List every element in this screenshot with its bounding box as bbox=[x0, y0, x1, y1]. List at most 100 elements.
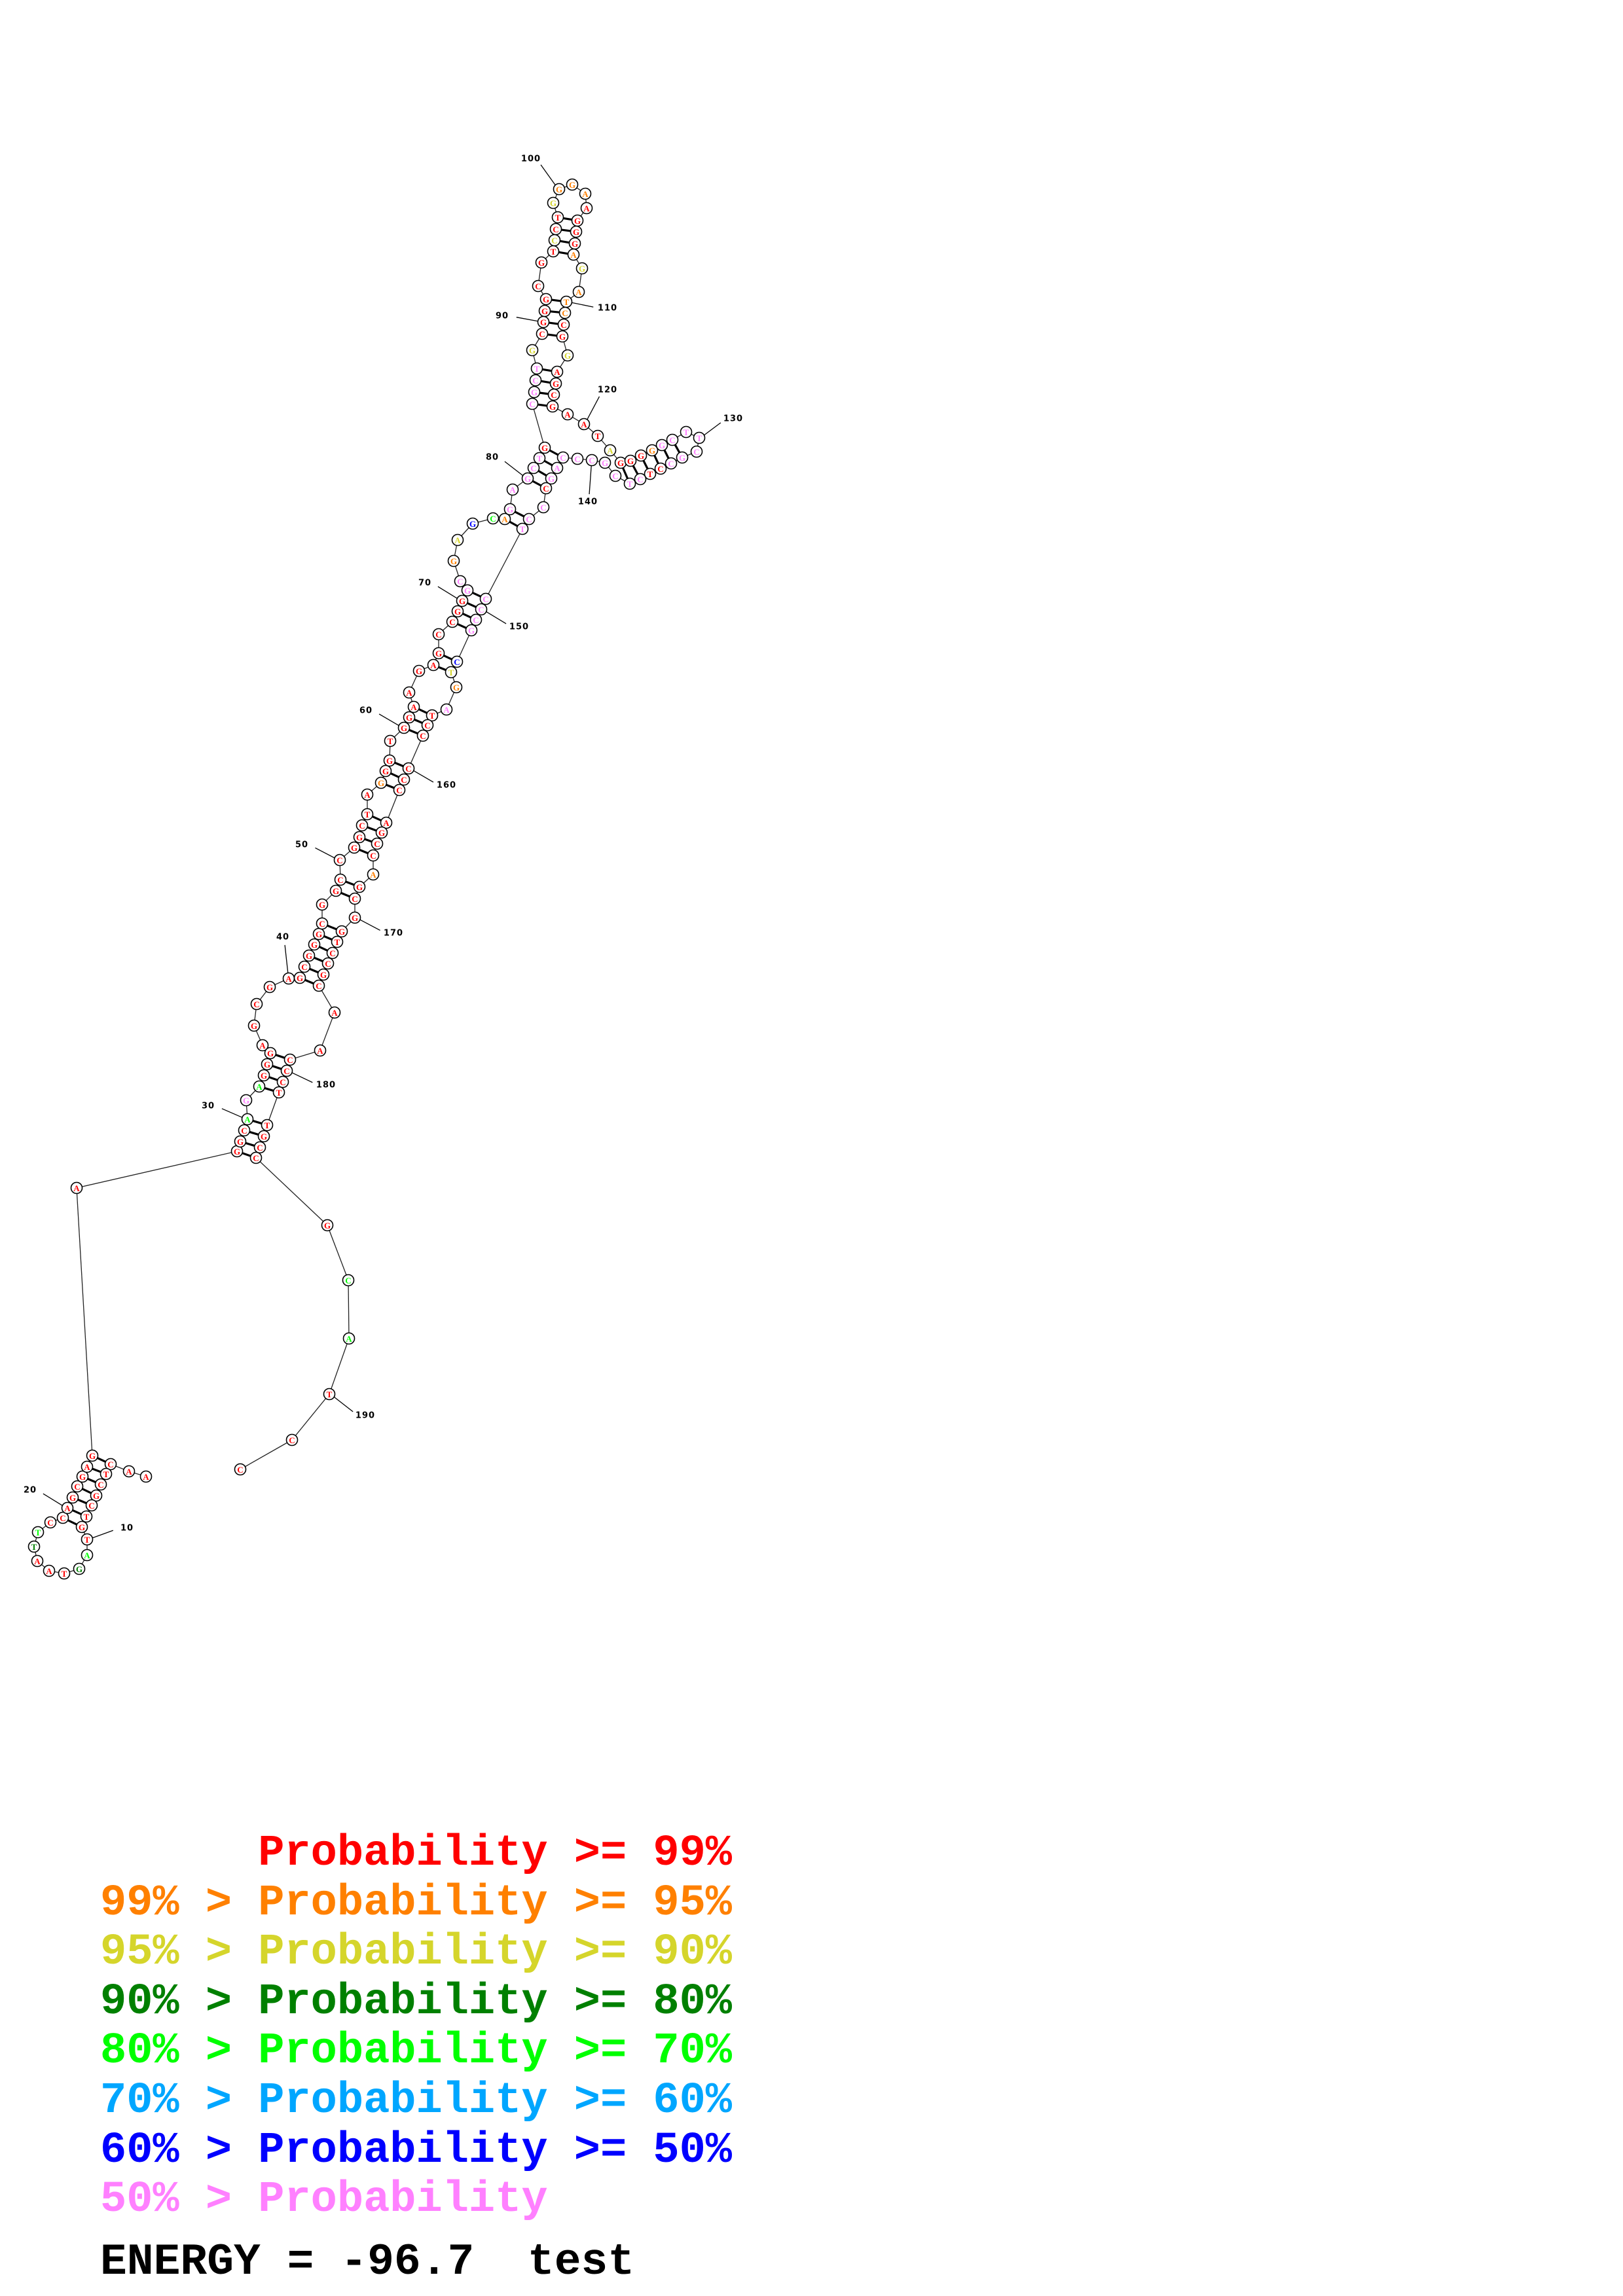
nucleotide-letter: G bbox=[251, 1021, 257, 1031]
nucleotide: G bbox=[75, 1520, 88, 1534]
nucleotide-letter: G bbox=[548, 474, 555, 484]
base-pair-bond bbox=[542, 368, 552, 372]
nucleotide-circle bbox=[90, 1489, 103, 1502]
legend-operator: > bbox=[205, 1928, 232, 1978]
nucleotide: G bbox=[264, 1047, 277, 1060]
nucleotide-letter: G bbox=[468, 626, 475, 636]
nucleotide-letter: G bbox=[453, 683, 460, 692]
nucleotide-letter: G bbox=[540, 317, 547, 327]
nucleotide-letter: C bbox=[454, 657, 460, 667]
nucleotide: C bbox=[104, 1458, 117, 1471]
nucleotide-circle bbox=[551, 211, 564, 224]
nucleotide: G bbox=[598, 456, 611, 469]
nucleotide: C bbox=[312, 979, 325, 992]
base-pair-bond bbox=[242, 1152, 251, 1157]
nucleotide-letter: C bbox=[490, 514, 496, 524]
nucleotide: C bbox=[654, 462, 667, 475]
nucleotide-letter: C bbox=[329, 948, 335, 958]
nucleotide-letter: G bbox=[261, 1071, 267, 1081]
position-label: 50 bbox=[295, 840, 308, 850]
nucleotide-letter: G bbox=[76, 1564, 82, 1574]
nucleotide-circle bbox=[375, 826, 388, 839]
nucleotide-letter: G bbox=[679, 453, 685, 463]
nucleotide-letter: G bbox=[550, 198, 556, 208]
base-pair-bond bbox=[541, 380, 551, 384]
base-pair-bond bbox=[549, 321, 558, 325]
nucleotide-circle bbox=[403, 686, 416, 699]
nucleotide: T bbox=[623, 477, 636, 490]
nucleotide-circle bbox=[549, 223, 562, 236]
nucleotide-letter: A bbox=[575, 287, 582, 297]
nucleotide-letter: C bbox=[396, 785, 402, 795]
nucleotide-circle bbox=[440, 703, 453, 716]
nucleotide-circle bbox=[58, 1567, 71, 1580]
position-label-leader bbox=[221, 1108, 243, 1118]
base-pair-bond bbox=[462, 613, 471, 619]
nucleotide-circle bbox=[312, 979, 325, 992]
nucleotide: G bbox=[302, 949, 316, 962]
nucleotide-circle bbox=[451, 605, 464, 618]
base-pair-bond bbox=[245, 1141, 255, 1147]
nucleotide-letter: C bbox=[253, 999, 259, 1009]
nucleotide-circle bbox=[446, 615, 459, 628]
nucleotide-letter: G bbox=[297, 973, 303, 983]
nucleotide-letter: G bbox=[69, 1493, 76, 1503]
nucleotide-letter: T bbox=[448, 668, 454, 677]
backbone-link bbox=[329, 1338, 350, 1395]
nucleotide-letter: C bbox=[319, 919, 325, 929]
legend-operator: > bbox=[205, 2026, 232, 2077]
nucleotide-circle bbox=[690, 445, 703, 458]
nucleotide-circle bbox=[321, 1219, 334, 1232]
nucleotide-circle bbox=[665, 457, 678, 470]
nucleotide-letter: A bbox=[454, 535, 461, 545]
nucleotide-letter: T bbox=[555, 213, 561, 223]
nucleotide: A bbox=[604, 444, 617, 457]
nucleotide-circle bbox=[624, 454, 637, 467]
nucleotide-circle bbox=[298, 960, 311, 973]
energy-value: ENERGY = -96.7 bbox=[100, 2237, 475, 2287]
nucleotide-letter: C bbox=[574, 454, 580, 464]
nucleotide-circle bbox=[361, 808, 374, 821]
nucleotide: C bbox=[537, 501, 550, 514]
nucleotide: C bbox=[316, 917, 329, 930]
nucleotide-letter: A bbox=[244, 1115, 251, 1124]
base-pair-bond bbox=[323, 935, 333, 941]
nucleotide-circle bbox=[551, 461, 564, 475]
nucleotide-circle bbox=[402, 762, 415, 775]
nucleotide-circle bbox=[529, 374, 542, 387]
legend-upper-bound: 90% bbox=[653, 1928, 732, 1978]
position-label-leader bbox=[572, 302, 594, 308]
nucleotide-letter: C bbox=[337, 875, 343, 885]
position-label-leader bbox=[540, 164, 556, 186]
nucleotide-circle bbox=[317, 968, 330, 981]
nucleotide-circle bbox=[609, 469, 622, 482]
nucleotide-letter: C bbox=[693, 447, 699, 457]
nucleotide: C bbox=[234, 1463, 247, 1476]
nucleotide-circle bbox=[43, 1564, 56, 1577]
nucleotide-circle bbox=[571, 452, 584, 465]
position-label-leader bbox=[704, 422, 721, 436]
nucleotide: A bbox=[580, 202, 593, 215]
nucleotide: G bbox=[348, 841, 361, 854]
nucleotide-letter: T bbox=[534, 364, 540, 374]
nucleotide: C bbox=[321, 957, 335, 970]
nucleotide: G bbox=[329, 884, 342, 897]
nucleotide: G bbox=[538, 441, 551, 454]
position-label: 120 bbox=[598, 386, 617, 395]
nucleotide-circle bbox=[465, 624, 478, 637]
nucleotide-letter: A bbox=[84, 1551, 90, 1560]
nucleotide-circle bbox=[353, 880, 366, 893]
nucleotide: A bbox=[579, 187, 592, 200]
nucleotide-letter: C bbox=[424, 721, 430, 730]
nucleotide: G bbox=[451, 605, 464, 618]
nucleotide: G bbox=[566, 178, 579, 191]
nucleotide: T bbox=[680, 425, 693, 439]
base-pair-bond bbox=[547, 333, 557, 337]
nucleotide-letter: C bbox=[669, 435, 675, 445]
nucleotide-letter: T bbox=[365, 810, 371, 819]
nucleotide-letter: G bbox=[638, 451, 644, 461]
legend-label: Probability bbox=[258, 1977, 548, 2027]
nucleotide: T bbox=[27, 1540, 41, 1553]
nucleotide: C bbox=[367, 849, 380, 862]
